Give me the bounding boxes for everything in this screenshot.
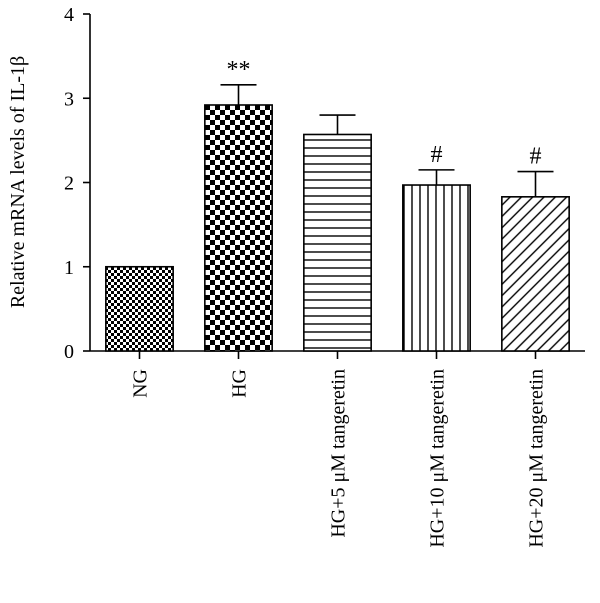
bar xyxy=(402,184,471,352)
bar xyxy=(204,104,273,352)
significance-marker: # xyxy=(530,144,542,170)
bar xyxy=(303,133,372,352)
bars: ** # # xyxy=(105,57,570,352)
x-tick-label: HG xyxy=(229,369,251,398)
y-tick-label: 3 xyxy=(64,88,74,110)
significance-marker: ** xyxy=(227,57,251,83)
significance-marker: # xyxy=(431,142,443,168)
bar xyxy=(501,196,570,352)
y-tick-label: 1 xyxy=(64,257,74,279)
x-tick-label: HG+10 μM tangeretin xyxy=(427,369,449,548)
y-axis-title: Relative mRNA levels of IL-1β xyxy=(7,56,29,308)
x-tick-label: HG+5 μM tangeretin xyxy=(328,369,350,538)
y-axis: 0 1 2 3 4 xyxy=(64,4,91,363)
y-tick-label: 4 xyxy=(64,4,74,26)
x-axis: NG HG HG+5 μM tangeretin HG+10 μM tangereti… xyxy=(90,350,585,548)
x-tick-label: HG+20 μM tangeretin xyxy=(526,369,548,548)
y-tick-label: 0 xyxy=(64,341,74,363)
bar xyxy=(105,265,174,352)
x-tick-label: NG xyxy=(130,369,152,398)
y-tick-label: 2 xyxy=(64,173,74,195)
